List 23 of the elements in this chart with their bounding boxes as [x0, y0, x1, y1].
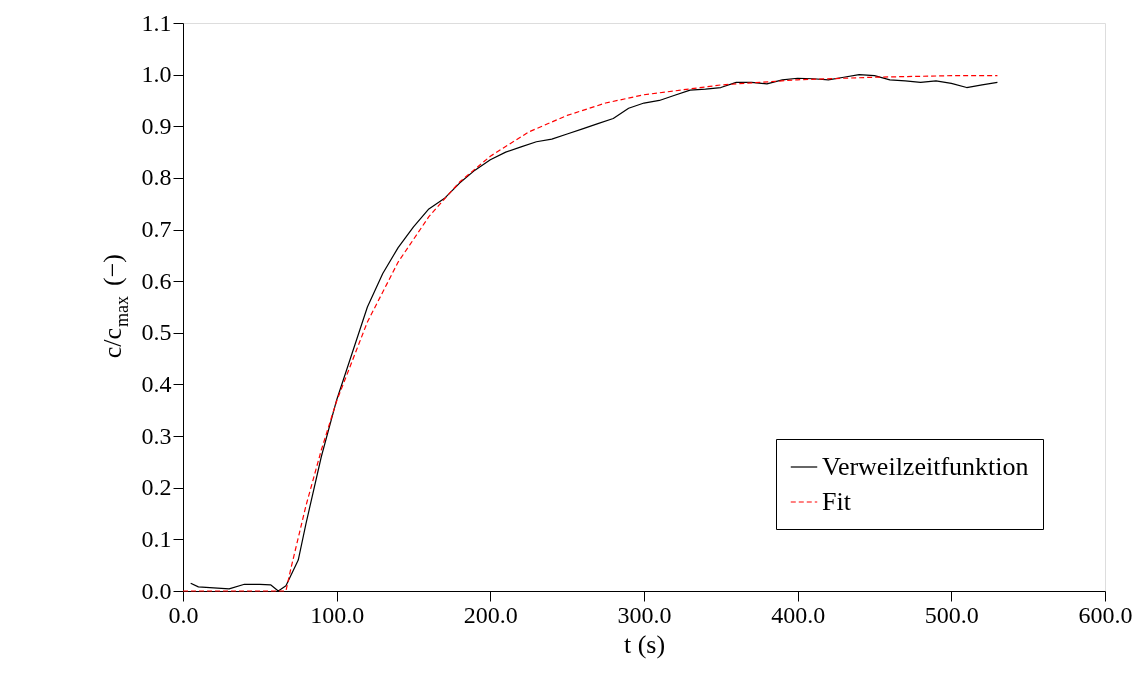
x-tick-label: 600.0	[1078, 601, 1133, 628]
y-tick-label: 1.0	[141, 61, 172, 88]
y-tick-label: 1.1	[141, 9, 172, 36]
y-tick-label: 0.5	[141, 319, 172, 346]
legend-label: Verweilzeitfunktion	[822, 452, 1029, 481]
x-tick-label: 300.0	[617, 601, 672, 628]
x-tick-label: 200.0	[463, 601, 518, 628]
legend-label: Fit	[822, 487, 852, 516]
y-tick-label: 0.2	[141, 474, 172, 501]
x-tick-label: 500.0	[924, 601, 979, 628]
y-axis-title: c/cmax (−)	[98, 253, 132, 359]
x-tick-label: 400.0	[771, 601, 826, 628]
x-tick-label: 100.0	[310, 601, 365, 628]
y-tick-label: 0.0	[141, 577, 172, 604]
x-axis-title: t (s)	[623, 629, 666, 659]
y-tick-label: 0.7	[141, 216, 172, 243]
y-tick-label: 0.9	[141, 112, 172, 139]
y-tick-label: 0.8	[141, 164, 172, 191]
y-tick-label: 0.4	[141, 370, 172, 397]
x-tick-label: 0.0	[168, 601, 199, 628]
y-tick-label: 0.6	[141, 267, 172, 294]
y-tick-label: 0.1	[141, 525, 172, 552]
y-tick-label: 0.3	[141, 422, 172, 449]
